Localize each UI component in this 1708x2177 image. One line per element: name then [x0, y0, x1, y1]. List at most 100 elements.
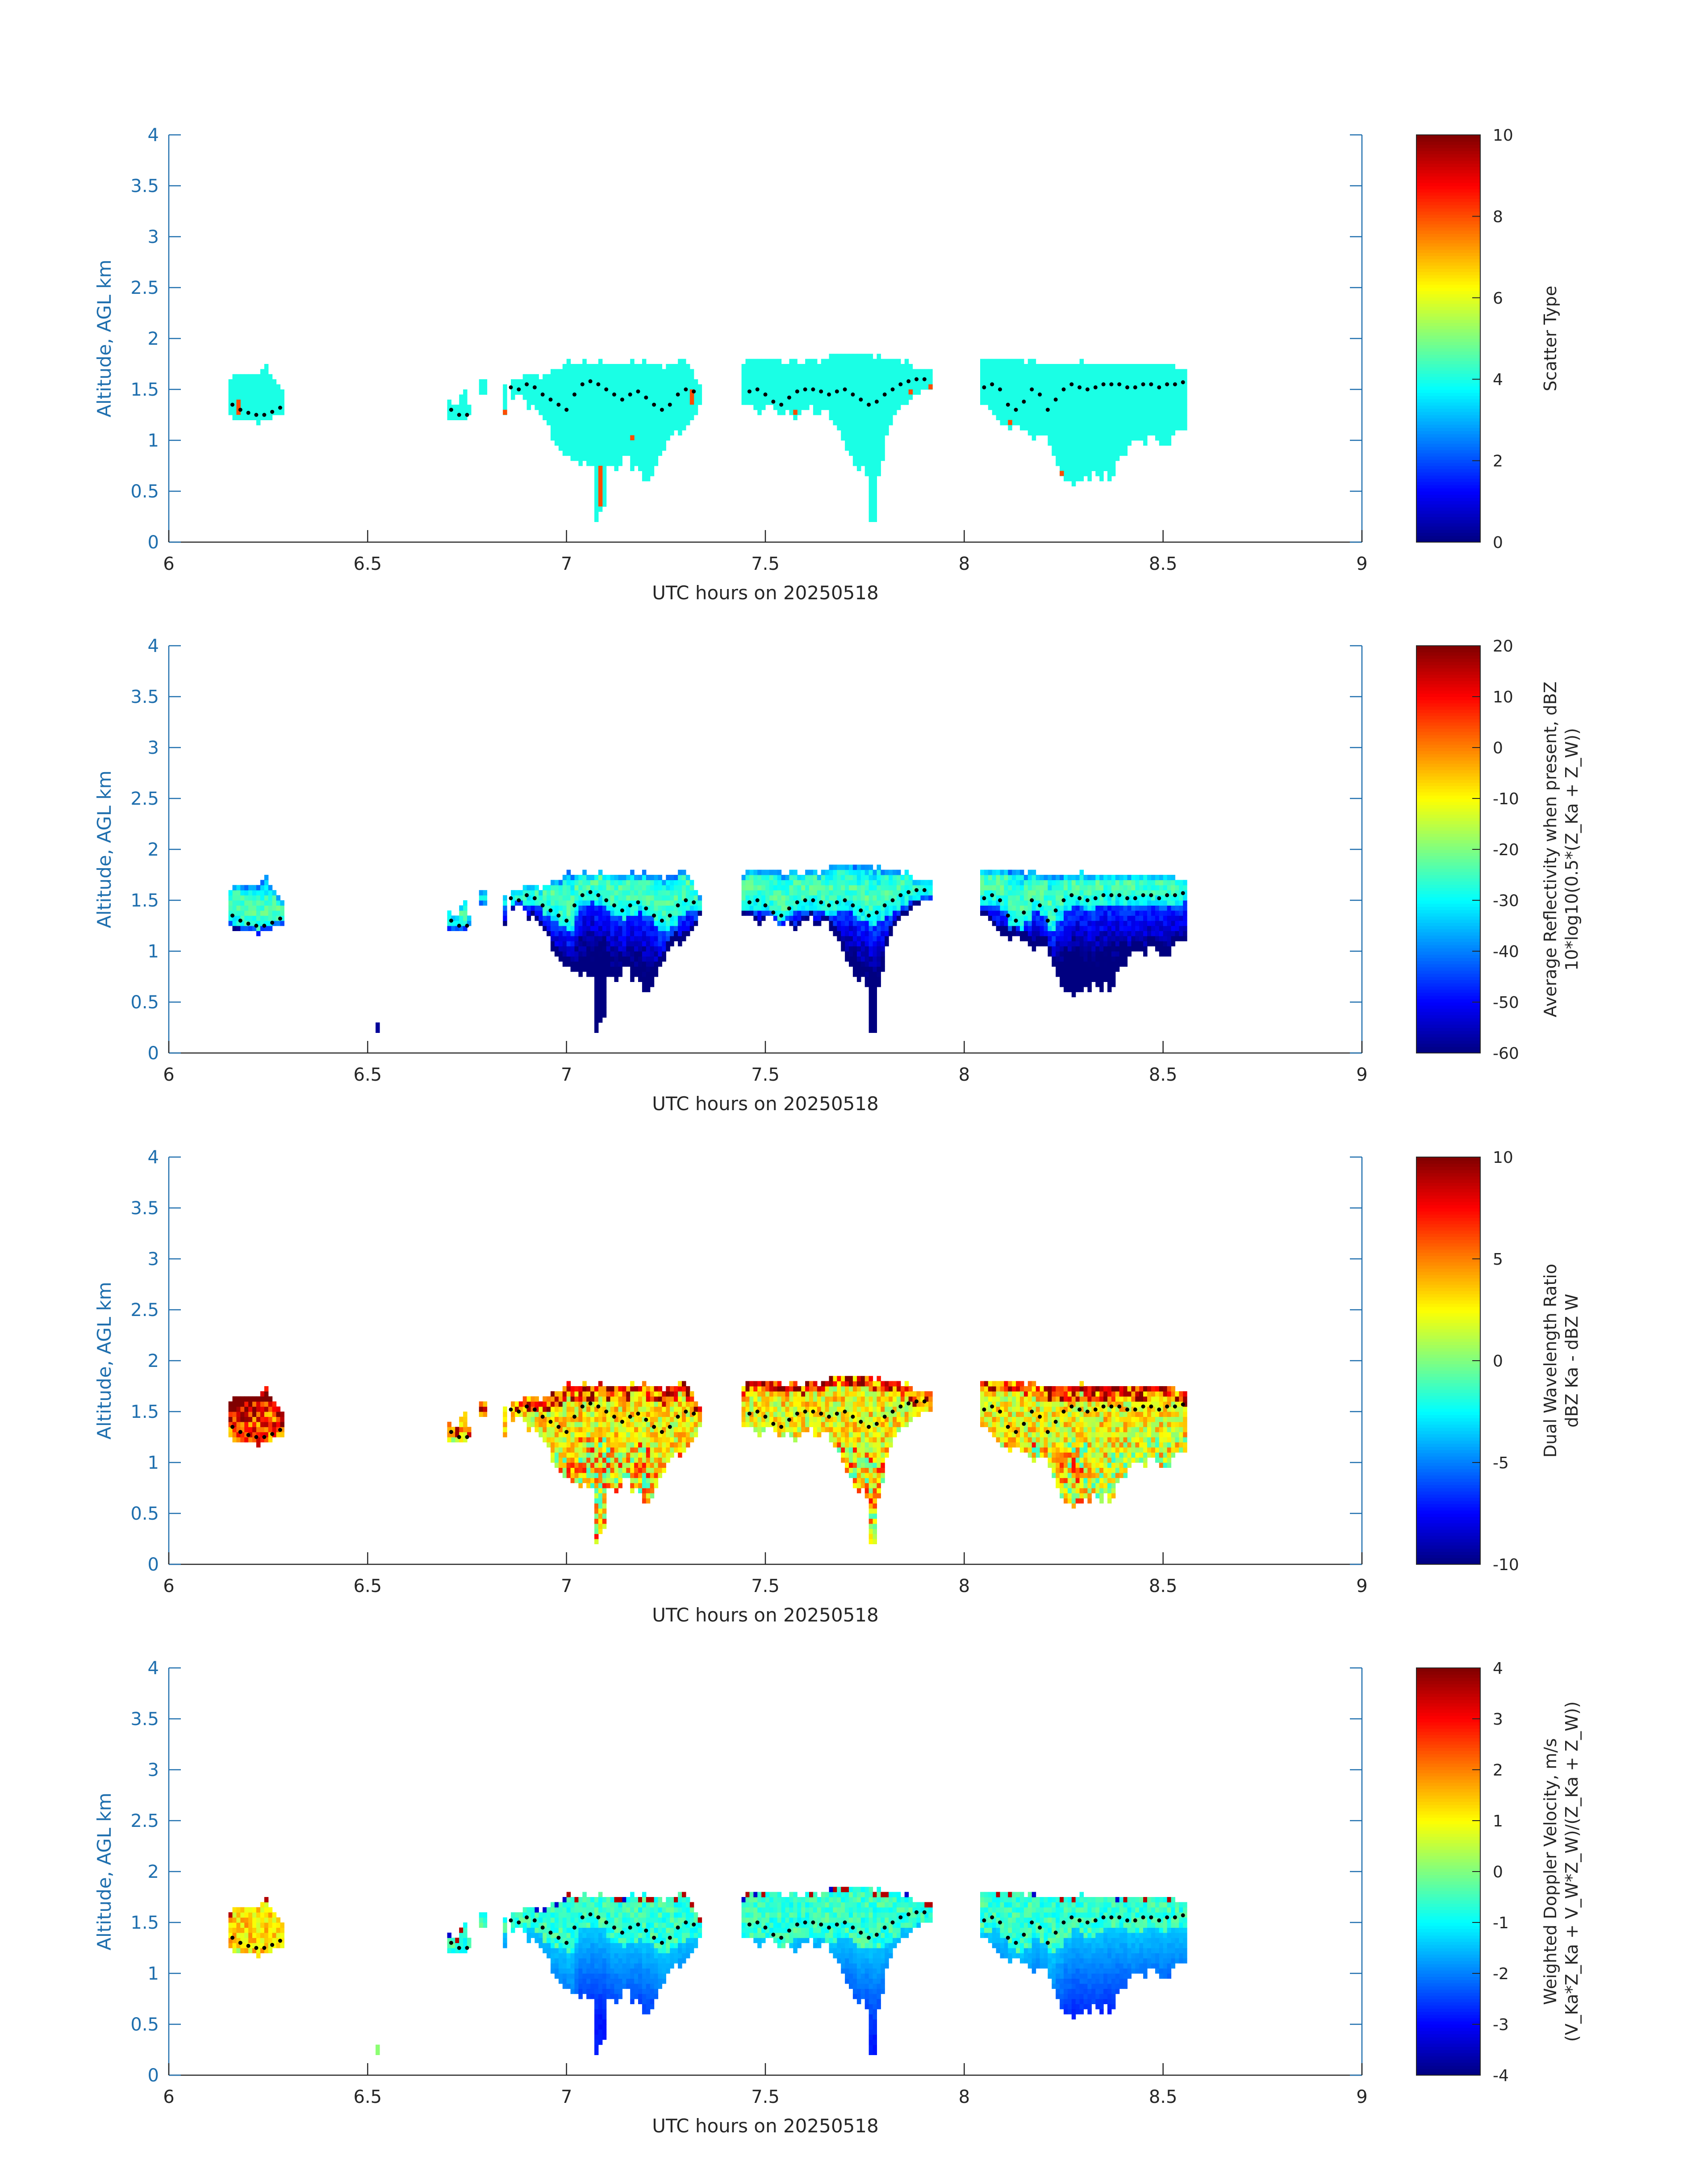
heatmap-cell [558, 440, 563, 446]
heatmap-cell [809, 875, 814, 880]
heatmap-cell [1151, 399, 1156, 405]
heatmap-cell [833, 865, 837, 870]
heatmap-cell [777, 399, 782, 405]
heatmap-cell [877, 409, 881, 415]
heatmap-cell [1179, 425, 1183, 430]
heatmap-cell [988, 384, 993, 390]
heatmap-cell [749, 394, 754, 400]
heatmap-cell [996, 374, 1001, 380]
heatmap-cell [1060, 374, 1064, 380]
heatmap-cell [1091, 885, 1096, 890]
heatmap-cell [1027, 880, 1032, 886]
heatmap-cell [626, 880, 631, 886]
heatmap-cell [634, 895, 639, 901]
heatmap-cell [451, 920, 455, 926]
heatmap-cell [1075, 409, 1080, 415]
colorbar-segment [1416, 517, 1480, 520]
heatmap-cell [992, 869, 997, 875]
heatmap-cell [785, 885, 789, 890]
heatmap-cell [860, 359, 865, 364]
heatmap-cell [530, 389, 535, 395]
heatmap-cell [988, 875, 993, 880]
heatmap-cell [864, 915, 869, 921]
heatmap-cell [1107, 982, 1112, 987]
heatmap-cell [578, 961, 583, 967]
heatmap-cell [1067, 405, 1072, 410]
heatmap-cell [566, 931, 571, 936]
heatmap-cell [272, 915, 277, 921]
heatmap-cell [1067, 915, 1072, 921]
heatmap-cell [881, 389, 885, 395]
heatmap-cell [996, 910, 1001, 916]
heatmap-cell [674, 905, 678, 911]
heatmap-cell [598, 875, 603, 880]
heatmap-cell [638, 880, 643, 886]
heatmap-cell [598, 931, 603, 936]
heatmap-cell [1040, 926, 1044, 931]
heatmap-cell [697, 905, 702, 911]
heatmap-cell [578, 435, 583, 441]
heatmap-cell [856, 445, 861, 451]
heatmap-cell [646, 399, 651, 405]
heatmap-cell [622, 420, 626, 426]
heatmap-cell [984, 369, 989, 375]
heatmap-cell [578, 425, 583, 430]
heatmap-cell [797, 394, 802, 400]
heatmap-cell [817, 875, 822, 880]
heatmap-cell [881, 399, 885, 405]
heatmap-cell [877, 875, 881, 880]
heatmap-cell [873, 405, 877, 410]
heatmap-cell [582, 394, 587, 400]
heatmap-cell [793, 885, 798, 890]
heatmap-cell [1079, 379, 1084, 385]
heatmap-cell [860, 354, 865, 359]
heatmap-cell-special [630, 435, 635, 440]
heatmap-cell [1107, 399, 1112, 405]
heatmap-cell [745, 869, 750, 875]
heatmap-cell [821, 379, 826, 385]
heatmap-cell [551, 926, 555, 931]
heatmap-cell [248, 389, 253, 395]
heatmap-cell [1075, 379, 1080, 385]
heatmap-cell [658, 910, 662, 916]
heatmap-cell [646, 961, 651, 967]
heatmap-cell [1008, 359, 1012, 364]
heatmap-cell [654, 936, 659, 941]
heatmap-cell [1131, 926, 1136, 931]
heatmap-cell [614, 885, 618, 890]
heatmap-cell [1163, 399, 1168, 405]
heatmap-cell [845, 445, 849, 451]
heatmap-cell [1083, 931, 1088, 936]
heatmap-cell [630, 875, 635, 880]
heatmap-cell [598, 1002, 603, 1007]
heatmap-cell [602, 481, 607, 487]
heatmap-cell [1143, 420, 1148, 426]
heatmap-cell [860, 875, 865, 880]
heatmap-cell [586, 450, 591, 456]
heatmap-cell [904, 880, 909, 886]
heatmap-cell [781, 374, 786, 380]
heatmap-cell [1000, 405, 1004, 410]
colorbar-segment [1416, 329, 1480, 333]
heatmap-cell [856, 389, 861, 395]
heatmap-cell [745, 384, 750, 390]
heatmap-cell [841, 430, 845, 436]
heatmap-cell [1123, 440, 1128, 446]
heatmap-cell [889, 415, 893, 420]
heatmap-cell [562, 941, 567, 947]
heatmap-cell [761, 895, 766, 901]
heatmap-cell [1016, 389, 1020, 395]
heatmap-cell [1023, 415, 1028, 420]
heatmap-cell [869, 354, 873, 359]
heatmap-cell [805, 384, 810, 390]
heatmap-cell [1087, 895, 1092, 901]
heatmap-cell [801, 389, 806, 395]
heatmap-cell [1095, 915, 1100, 921]
heatmap-cell [841, 926, 845, 931]
heatmap-cell [1127, 389, 1132, 395]
heatmap-cell [845, 440, 849, 446]
heatmap-cell [674, 415, 678, 420]
heatmap-cell [1143, 399, 1148, 405]
heatmap-cell [685, 364, 690, 369]
heatmap-cell [809, 399, 814, 405]
